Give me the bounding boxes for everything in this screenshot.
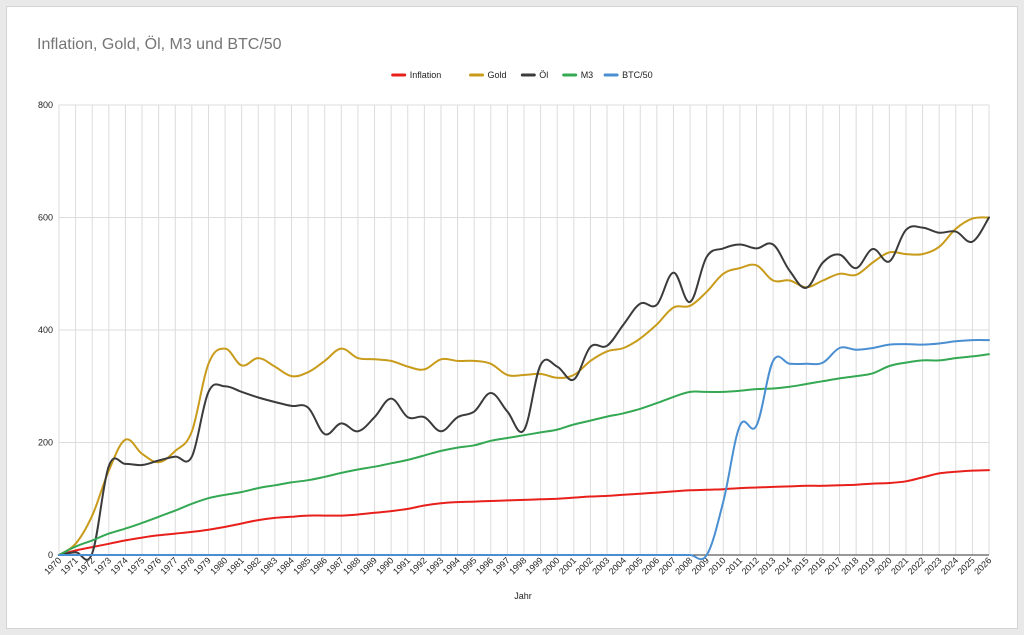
x-tick-label: 2022 [906, 555, 927, 576]
x-tick-label: 1984 [275, 555, 296, 576]
series-line-m3 [58, 353, 990, 556]
x-tick-label: 1995 [457, 555, 478, 576]
grid [58, 104, 990, 556]
x-tick-label: 2010 [706, 555, 727, 576]
series-lines [58, 216, 990, 561]
legend-item-inflation[interactable]: Inflation [391, 70, 442, 80]
x-tick-label: 1993 [424, 555, 445, 576]
legend-label: Öl [539, 70, 548, 80]
y-axis-ticks: 0 200 400 600 800 [38, 100, 53, 560]
x-tick-label: 2014 [773, 555, 794, 576]
x-tick-label: 1996 [474, 555, 495, 576]
x-tick-label: 2024 [939, 555, 960, 576]
x-tick-label: 1980 [208, 555, 229, 576]
x-tick-label: 2006 [640, 555, 661, 576]
legend[interactable]: Inflation Gold Öl M3 BTC/50 [391, 70, 653, 80]
x-tick-label: 1999 [524, 555, 545, 576]
x-tick-label: 1983 [258, 555, 279, 576]
x-tick-label: 2007 [657, 555, 678, 576]
x-tick-label: 1982 [241, 555, 262, 576]
x-tick-label: 2018 [839, 555, 860, 576]
x-tick-label: 2017 [823, 555, 844, 576]
x-axis-title: Jahr [514, 591, 532, 601]
x-tick-label: 2000 [540, 555, 561, 576]
x-tick-label: 1975 [125, 555, 146, 576]
y-tick-label: 0 [48, 550, 53, 560]
x-tick-label: 1979 [192, 555, 213, 576]
x-tick-label: 1985 [291, 555, 312, 576]
x-tick-label: 2021 [889, 555, 910, 576]
x-tick-label: 2020 [873, 555, 894, 576]
chart-title: Inflation, Gold, Öl, M3 und BTC/50 [37, 35, 282, 53]
series-line--l [58, 216, 990, 561]
x-tick-label: 2001 [557, 555, 578, 576]
x-tick-label: 1986 [308, 555, 329, 576]
y-tick-label: 800 [38, 100, 53, 110]
x-tick-label: 1990 [374, 555, 395, 576]
x-tick-label: 2012 [740, 555, 761, 576]
x-tick-label: 1991 [391, 555, 412, 576]
legend-label: Gold [488, 70, 507, 80]
legend-item-btc-50[interactable]: BTC/50 [603, 70, 653, 80]
x-tick-label: 1997 [491, 555, 512, 576]
x-tick-label: 1992 [408, 555, 429, 576]
x-tick-label: 2019 [856, 555, 877, 576]
x-tick-label: 1987 [325, 555, 346, 576]
legend-label: M3 [581, 70, 594, 80]
x-tick-label: 1988 [341, 555, 362, 576]
series-line-btc-50 [58, 339, 990, 561]
legend-item-m3[interactable]: M3 [562, 70, 594, 80]
x-tick-label: 2005 [623, 555, 644, 576]
x-axis-ticks: 1970197119721973197419751976197719781979… [42, 555, 993, 576]
legend-label: BTC/50 [622, 70, 653, 80]
x-tick-label: 2025 [956, 555, 977, 576]
x-tick-label: 2013 [756, 555, 777, 576]
x-tick-label: 1978 [175, 555, 196, 576]
chart-card: Inflation, Gold, Öl, M3 und BTC/50 0 200 4… [6, 6, 1018, 629]
y-tick-label: 200 [38, 438, 53, 448]
x-tick-label: 1977 [158, 555, 179, 576]
y-tick-label: 400 [38, 325, 53, 335]
x-tick-label: 1981 [225, 555, 246, 576]
x-tick-label: 1974 [109, 555, 130, 576]
x-tick-label: 1970 [42, 555, 63, 576]
x-tick-label: 2003 [590, 555, 611, 576]
x-tick-label: 2023 [922, 555, 943, 576]
legend-label: Inflation [410, 70, 442, 80]
x-tick-label: 1976 [142, 555, 163, 576]
x-tick-label: 1972 [75, 555, 96, 576]
x-tick-label: 2008 [673, 555, 694, 576]
series-line-gold [58, 216, 990, 556]
series-line-inflation [58, 469, 990, 556]
legend-item-gold[interactable]: Gold [469, 70, 507, 80]
x-tick-label: 2004 [607, 555, 628, 576]
x-tick-label: 1989 [358, 555, 379, 576]
x-tick-label: 2015 [790, 555, 811, 576]
y-tick-label: 600 [38, 213, 53, 223]
x-tick-label: 2002 [574, 555, 595, 576]
x-tick-label: 1994 [441, 555, 462, 576]
x-tick-label: 1973 [92, 555, 113, 576]
legend-item--l[interactable]: Öl [520, 70, 548, 80]
x-tick-label: 2016 [806, 555, 827, 576]
x-tick-label: 2011 [724, 555, 745, 576]
x-tick-label: 2026 [972, 555, 993, 576]
x-tick-label: 1971 [59, 555, 80, 576]
line-chart: Inflation, Gold, Öl, M3 und BTC/50 02004… [37, 35, 993, 601]
x-tick-label: 1998 [507, 555, 528, 576]
